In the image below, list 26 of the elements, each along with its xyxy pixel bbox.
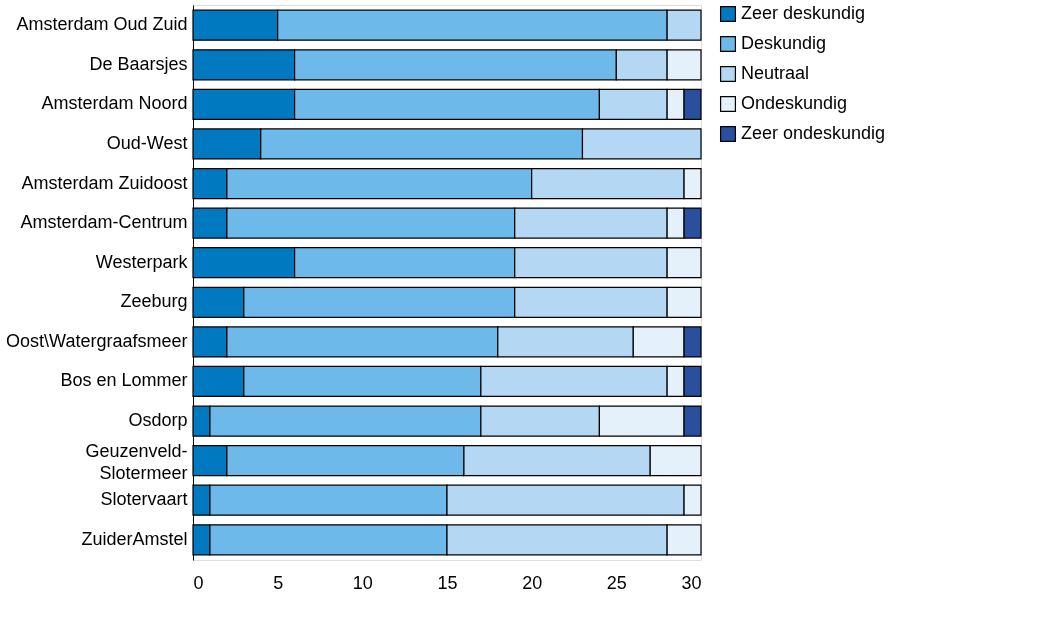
- y-tick-label: Amsterdam Oud Zuid: [16, 14, 188, 35]
- y-tick-label: Geuzenveld- Slotermeer: [85, 440, 188, 483]
- y-tick-label: Oud-West: [106, 132, 188, 153]
- y-tick-label: Westerpark: [95, 251, 189, 272]
- y-tick-label: De Baarsjes: [89, 53, 188, 74]
- x-tick-label: 0: [193, 572, 204, 593]
- y-tick-label: Amsterdam-Centrum: [20, 212, 188, 233]
- y-tick-label: Oost\Watergraafsmeer: [6, 330, 188, 351]
- y-tick-label: Osdorp: [128, 410, 188, 431]
- x-tick-label: 30: [681, 572, 702, 593]
- legend-label: Neutraal: [741, 63, 810, 83]
- y-tick-label: Amsterdam Zuidoost: [21, 172, 188, 193]
- legend-label: Ondeskundig: [741, 93, 848, 113]
- x-tick-label: 10: [352, 572, 373, 593]
- y-tick-label: ZuiderAmstel: [81, 528, 188, 549]
- legend-label: Zeer ondeskundig: [741, 123, 886, 143]
- x-tick-label: 25: [606, 572, 627, 593]
- x-tick-label: 20: [522, 572, 543, 593]
- y-tick-label: Slotervaart: [100, 489, 188, 510]
- legend-label: Deskundig: [741, 33, 827, 53]
- y-tick-label: Bos en Lommer: [60, 370, 188, 391]
- x-tick-label: 15: [437, 572, 458, 593]
- y-tick-label: Zeeburg: [120, 291, 188, 312]
- legend-label: Zeer deskundig: [741, 3, 866, 23]
- y-tick-label: Amsterdam Noord: [41, 93, 188, 114]
- x-tick-label: 5: [273, 572, 284, 593]
